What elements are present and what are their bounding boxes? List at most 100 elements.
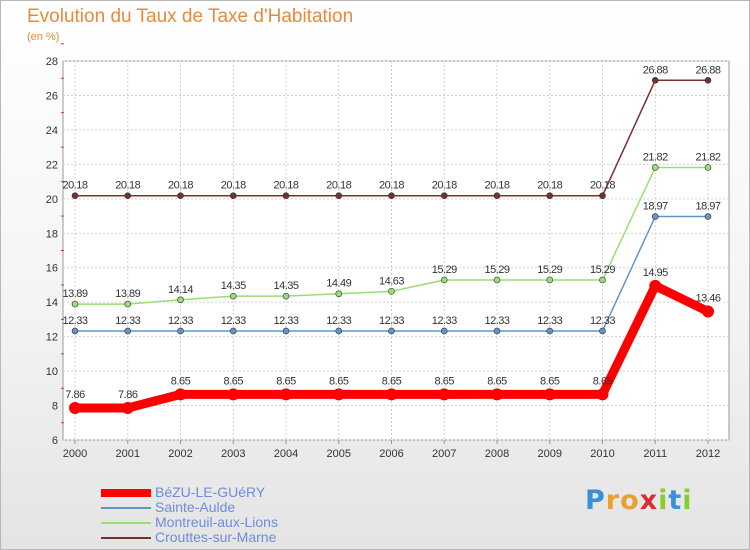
data-point (124, 327, 132, 335)
data-label: 20.18 (484, 180, 509, 192)
x-tick-label: 2006 (379, 448, 403, 460)
data-point (596, 388, 609, 401)
data-point (493, 192, 501, 200)
data-point (121, 401, 134, 414)
data-point (493, 327, 501, 335)
y-tick-label: 26 (46, 90, 58, 102)
data-label: 8.65 (487, 375, 507, 387)
data-label: 7.86 (65, 389, 85, 401)
legend-label-montreuil: Montreuil-aux-Lions (155, 514, 278, 530)
data-label: 12.33 (484, 315, 509, 327)
legend-label-bezu: BéZU-LE-GUéRY (155, 484, 266, 500)
legend-swatch-crouttes (101, 537, 151, 539)
data-label: 12.33 (379, 315, 404, 327)
data-label: 18.97 (643, 201, 668, 213)
data-label: 21.82 (643, 151, 668, 163)
data-point (177, 192, 184, 200)
data-point (704, 164, 712, 171)
y-tick-label: 24 (46, 125, 58, 137)
data-label: 20.18 (379, 180, 404, 192)
data-point (335, 192, 343, 200)
data-label: 8.65 (224, 375, 244, 387)
data-label: 15.29 (432, 264, 457, 276)
data-point (599, 327, 606, 335)
data-label: 12.33 (62, 315, 87, 327)
x-tick-label: 2002 (168, 448, 192, 460)
data-point (546, 276, 554, 284)
y-tick-label: 10 (46, 366, 58, 378)
data-point (651, 76, 659, 84)
data-label: 8.65 (276, 375, 296, 387)
data-label: 20.18 (590, 180, 615, 192)
data-label: 26.88 (643, 64, 668, 76)
data-point (385, 388, 398, 401)
data-label: 7.86 (118, 389, 138, 401)
data-label: 15.29 (484, 264, 509, 276)
data-label: 20.18 (273, 180, 298, 192)
x-tick-label: 2012 (696, 448, 720, 460)
data-point (229, 327, 237, 335)
data-point (177, 327, 184, 335)
data-point (440, 327, 448, 335)
y-tick-label: 18 (46, 228, 58, 240)
data-point (702, 305, 714, 318)
data-point (69, 401, 81, 414)
data-point (651, 164, 659, 171)
data-label: 12.33 (115, 315, 140, 327)
data-point (546, 327, 554, 335)
data-point (388, 288, 395, 295)
data-point (229, 192, 237, 200)
y-tick-label: 28 (46, 56, 58, 68)
chart-title: Evolution du Taux de Taxe d'Habitation (27, 6, 354, 27)
data-point (335, 290, 343, 298)
data-label: 12.33 (221, 315, 246, 327)
x-tick-label: 2010 (590, 448, 614, 460)
data-point (388, 327, 395, 335)
legend-label-sainte-aulde: Sainte-Aulde (155, 499, 236, 515)
y-tick-label: 8 (52, 401, 58, 413)
data-point (227, 388, 240, 401)
x-tick-label: 2004 (274, 448, 298, 460)
data-label: 15.29 (537, 264, 562, 276)
legend-swatch-montreuil (101, 522, 151, 524)
data-label: 12.33 (590, 315, 615, 327)
data-label: 8.65 (435, 375, 455, 387)
data-label: 20.18 (432, 180, 457, 192)
data-label: 12.33 (432, 315, 457, 327)
data-point (71, 300, 79, 308)
data-label: 12.33 (326, 315, 351, 327)
data-point (124, 192, 132, 200)
x-tick-label: 2000 (63, 448, 87, 460)
data-point (335, 327, 343, 335)
legend-swatch-bezu (101, 489, 151, 497)
data-label: 12.33 (537, 315, 562, 327)
data-label: 14.14 (168, 284, 193, 296)
data-point (599, 192, 606, 200)
x-tick-label: 2009 (538, 448, 562, 460)
proxiti-logo: Proxiti (585, 485, 693, 516)
data-point (280, 388, 292, 401)
data-label: 13.46 (695, 292, 720, 304)
data-point (651, 213, 659, 220)
data-label: 26.88 (695, 64, 720, 76)
data-label: 14.35 (273, 280, 298, 292)
y-tick-label: 20 (46, 194, 58, 206)
data-label: 20.18 (115, 180, 140, 192)
data-point (704, 76, 712, 84)
data-point (332, 388, 345, 401)
data-label: 20.18 (537, 180, 562, 192)
y-tick-label: 14 (46, 297, 58, 309)
data-label: 12.33 (168, 315, 193, 327)
data-label: 18.97 (695, 201, 720, 213)
legend-label-crouttes: Crouttes-sur-Marne (155, 529, 277, 545)
data-label: 20.18 (168, 180, 193, 192)
x-tick-label: 2003 (221, 448, 245, 460)
data-label: 8.65 (171, 375, 191, 387)
data-label: 20.18 (221, 180, 246, 192)
data-label: 15.29 (590, 264, 615, 276)
data-point (438, 388, 451, 401)
data-point (440, 192, 448, 200)
data-label: 20.18 (326, 180, 351, 192)
data-point (71, 327, 79, 335)
